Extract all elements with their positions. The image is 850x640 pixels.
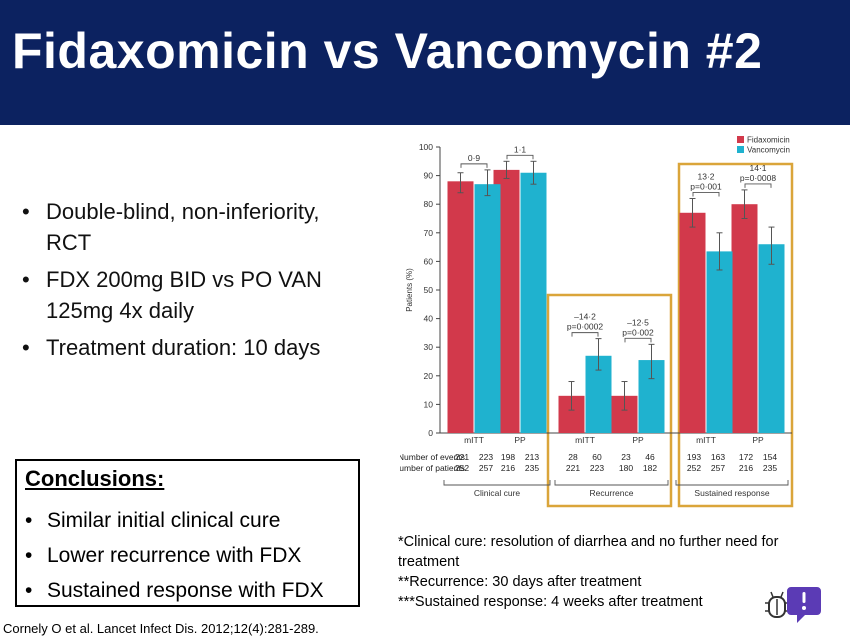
legend-swatch-fidaxomicin — [737, 136, 744, 143]
row-value: 235 — [525, 463, 539, 473]
legend-label-fidaxomicin: Fidaxomicin — [747, 136, 790, 145]
y-axis-label: Patients (%) — [405, 268, 414, 312]
bug-icon — [765, 591, 789, 618]
bar-fidaxomicin — [731, 204, 758, 433]
row-value: 221 — [455, 452, 469, 462]
row-value: 252 — [455, 463, 469, 473]
row-label: Number of events — [400, 452, 465, 462]
row-value: 198 — [501, 452, 515, 462]
group-bracket — [443, 480, 551, 486]
row-value: 221 — [566, 463, 580, 473]
y-tick-label: 10 — [424, 399, 434, 409]
legend-swatch-vancomycin — [737, 146, 744, 153]
footnote-clinical-cure: *Clinical cure: resolution of diarrhea a… — [398, 534, 779, 570]
bullet-item: Treatment duration: 10 days — [20, 332, 340, 363]
bullet-list: Double-blind, non-inferiority, RCT FDX 2… — [20, 196, 340, 369]
footnote-sustained-response: ***Sustained response: 4 weeks after tre… — [398, 594, 703, 610]
annotation-label: 1·1 — [514, 144, 527, 154]
x-tick-label: mITT — [575, 435, 595, 445]
y-tick-label: 20 — [424, 371, 434, 381]
group-label: Clinical cure — [474, 488, 521, 498]
row-value: 182 — [643, 463, 657, 473]
conclusions-box: Conclusions: Similar initial clinical cu… — [15, 459, 360, 608]
conclusion-item: Lower recurrence with FDX — [23, 538, 324, 573]
annotation-label: p=0·002 — [622, 327, 654, 337]
conclusion-item: Similar initial clinical cure — [23, 503, 324, 538]
row-value: 216 — [501, 463, 515, 473]
group-label: Recurrence — [590, 488, 634, 498]
group-label: Sustained response — [694, 488, 769, 498]
x-tick-label: mITT — [696, 435, 716, 445]
bullet-item: Double-blind, non-inferiority, RCT — [20, 196, 340, 258]
row-value: 257 — [711, 463, 725, 473]
y-tick-label: 30 — [424, 342, 434, 352]
citation: Cornely O et al. Lancet Infect Dis. 2012… — [3, 621, 319, 636]
annotation-label: 0·9 — [468, 153, 481, 163]
row-value: 180 — [619, 463, 633, 473]
y-tick-label: 90 — [424, 171, 434, 181]
annotation-label: p=0·001 — [690, 181, 722, 191]
row-value: 193 — [687, 452, 701, 462]
y-tick-label: 70 — [424, 228, 434, 238]
feedback-bubble-icon[interactable] — [763, 585, 823, 627]
y-tick-label: 60 — [424, 256, 434, 266]
significance-bracket — [571, 332, 599, 337]
row-value: 213 — [525, 452, 539, 462]
x-tick-label: PP — [514, 435, 526, 445]
annotation-label: –12·5 — [627, 317, 649, 327]
row-label: Number of patients — [400, 463, 465, 473]
annotation-label: p=0·0008 — [740, 173, 776, 183]
bar-vancomycin — [520, 172, 547, 434]
bar-fidaxomicin — [447, 181, 474, 433]
y-tick-label: 40 — [424, 314, 434, 324]
y-tick-label: 80 — [424, 199, 434, 209]
footnotes: *Clinical cure: resolution of diarrhea a… — [398, 532, 798, 612]
y-tick-label: 50 — [424, 285, 434, 295]
row-value: 235 — [763, 463, 777, 473]
row-value: 223 — [479, 452, 493, 462]
conclusions-title: Conclusions: — [25, 466, 165, 491]
annotation-label: 14·1 — [749, 163, 766, 173]
row-value: 28 — [568, 452, 578, 462]
conclusions-list: Similar initial clinical cure Lower recu… — [23, 503, 324, 608]
row-value: 23 — [621, 452, 631, 462]
row-value: 252 — [687, 463, 701, 473]
row-value: 216 — [739, 463, 753, 473]
row-value: 46 — [645, 452, 655, 462]
row-value: 257 — [479, 463, 493, 473]
significance-bracket — [624, 337, 652, 343]
y-tick-label: 0 — [428, 428, 433, 438]
legend-label-vancomycin: Vancomycin — [747, 146, 790, 155]
bar-vancomycin — [706, 251, 733, 433]
significance-bracket — [506, 154, 534, 160]
title-bar: Fidaxomicin vs Vancomycin #2 — [0, 0, 850, 125]
significance-bracket — [692, 192, 720, 197]
footnote-recurrence: **Recurrence: 30 days after treatment — [398, 574, 642, 590]
row-value: 223 — [590, 463, 604, 473]
group-bracket — [554, 480, 669, 486]
highlight-box — [546, 293, 673, 508]
conclusion-item: Sustained response with FDX — [23, 573, 324, 608]
bar-chart: 0 10 20 30 40 50 60 70 80 90 100 Patients (%) mITT PP… — [400, 136, 794, 508]
bar-fidaxomicin — [679, 212, 706, 433]
annotation-label: 13·2 — [697, 171, 714, 181]
slide-title: Fidaxomicin vs Vancomycin #2 — [12, 23, 763, 79]
annotation-label: –14·2 — [574, 312, 596, 322]
row-value: 154 — [763, 452, 777, 462]
bar-vancomycin — [758, 244, 785, 433]
bar-vancomycin — [474, 184, 501, 433]
annotation-label: p=0·0002 — [567, 322, 603, 332]
row-value: 60 — [592, 452, 602, 462]
row-value: 172 — [739, 452, 753, 462]
row-value: 163 — [711, 452, 725, 462]
significance-bracket — [460, 163, 488, 168]
highlight-box — [677, 162, 794, 508]
x-tick-label: PP — [752, 435, 764, 445]
significance-bracket — [744, 183, 772, 188]
y-tick-label: 100 — [419, 142, 433, 152]
bullet-item: FDX 200mg BID vs PO VAN 125mg 4x daily — [20, 264, 340, 326]
x-tick-label: PP — [632, 435, 644, 445]
x-tick-label: mITT — [464, 435, 484, 445]
group-bracket — [675, 480, 789, 486]
